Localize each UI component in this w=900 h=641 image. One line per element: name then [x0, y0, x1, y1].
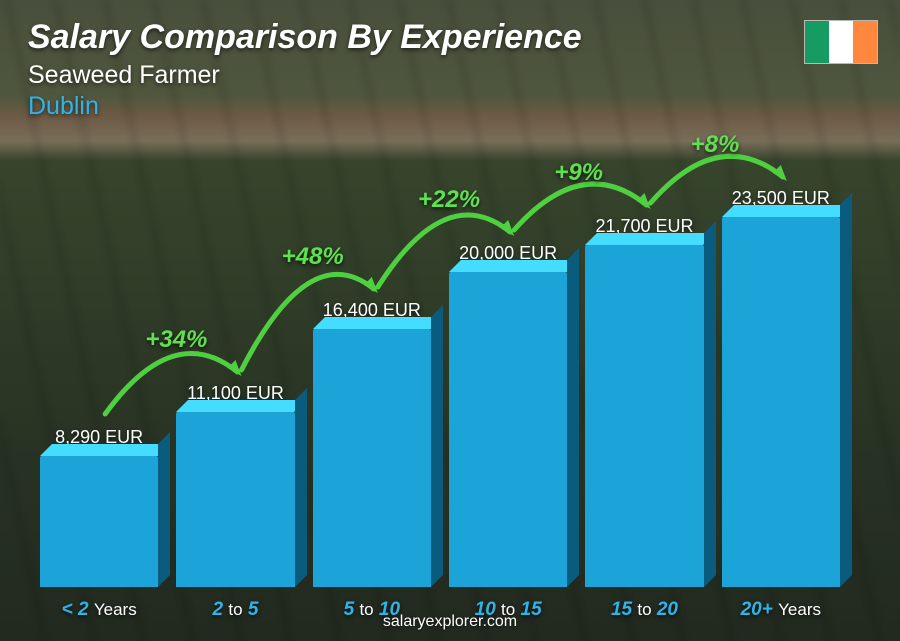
chart-column: 20,000 EUR10 to 15: [449, 243, 567, 587]
growth-pct-label: +48%: [282, 243, 344, 271]
chart-title: Salary Comparison By Experience: [28, 18, 582, 57]
growth-pct-label: +22%: [418, 186, 480, 214]
chart-column: 11,100 EUR2 to 5: [176, 383, 294, 587]
flag-stripe-green: [805, 21, 829, 63]
bar: [722, 217, 840, 587]
growth-pct-label: +8%: [691, 131, 740, 159]
growth-pct-label: +34%: [145, 326, 207, 354]
bar: [176, 412, 294, 587]
header: Salary Comparison By Experience Seaweed …: [28, 18, 582, 121]
flag-stripe-orange: [853, 21, 877, 63]
country-flag-ireland: [804, 20, 878, 64]
salary-bar-chart: 8,290 EUR< 2 Years11,100 EUR2 to 516,400…: [40, 107, 840, 587]
growth-pct-label: +9%: [554, 159, 603, 187]
bar: [449, 272, 567, 587]
bar: [313, 329, 431, 587]
chart-subtitle-job: Seaweed Farmer: [28, 61, 582, 90]
chart-column: 23,500 EUR20+ Years: [722, 188, 840, 587]
chart-column: 8,290 EUR< 2 Years: [40, 427, 158, 587]
bar: [585, 245, 703, 587]
chart-column: 16,400 EUR5 to 10: [313, 300, 431, 587]
footer-source: salaryexplorer.com: [0, 613, 900, 631]
bar: [40, 456, 158, 587]
flag-stripe-white: [829, 21, 853, 63]
chart-column: 21,700 EUR15 to 20: [585, 216, 703, 587]
